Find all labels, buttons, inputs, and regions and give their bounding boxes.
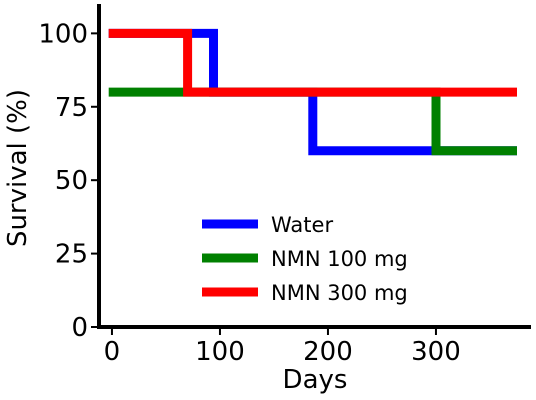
y-tick-label: 100 [38, 19, 88, 49]
axes-layer [97, 4, 531, 329]
y-tick-label: 50 [55, 166, 88, 196]
y-tick-label: 75 [55, 93, 88, 123]
legend-label-water: Water [271, 213, 333, 237]
x-tick-label: 100 [195, 337, 245, 367]
series-line-nmn-300-mg [108, 28, 517, 97]
x-tick-label: 300 [411, 337, 461, 367]
legend: Water NMN 100 mg NMN 300 mg [202, 213, 408, 305]
legend-label-nmn-300-mg: NMN 300 mg [271, 281, 408, 305]
series-layer [108, 28, 517, 156]
x-tick-label: 0 [104, 337, 121, 367]
ticks-layer: 0 100 200 300 0 25 50 75 100 [38, 19, 460, 367]
y-tick-label: 25 [55, 240, 88, 270]
x-tick-label: 200 [303, 337, 353, 367]
legend-label-nmn-100-mg: NMN 100 mg [271, 247, 408, 271]
y-tick-label: 0 [71, 313, 88, 343]
x-axis-title: Days [283, 365, 348, 395]
y-axis-title: Survival (%) [3, 89, 33, 247]
